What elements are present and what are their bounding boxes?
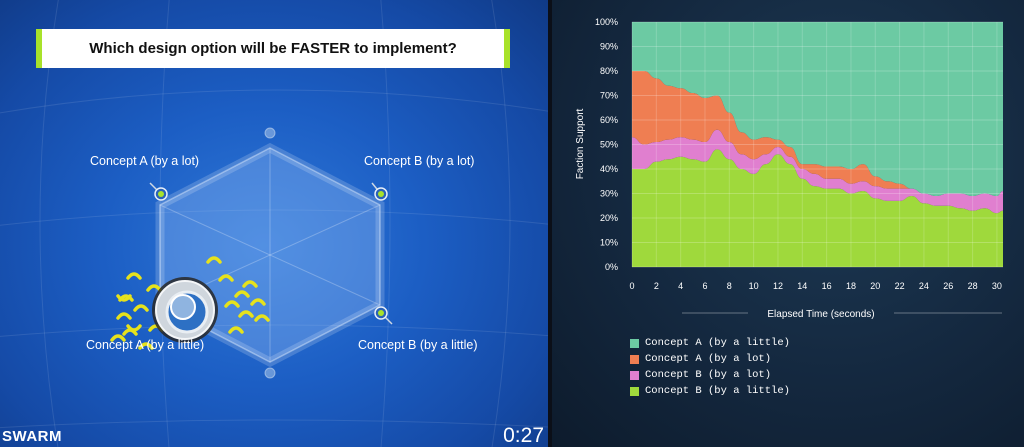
x-tick-label: 6: [702, 281, 707, 291]
x-tick-label: 28: [968, 281, 978, 291]
y-tick-label: 100%: [595, 17, 618, 27]
countdown-timer: 0:27: [503, 424, 544, 447]
question-bar: Which design option will be FASTER to im…: [36, 29, 510, 68]
y-tick-label: 30%: [600, 189, 618, 199]
answer-label-concept-b-by-a-little: Concept B (by a little): [358, 338, 478, 352]
area-series-concept-a-by-a-lot: [632, 71, 1003, 196]
x-tick-label: 4: [678, 281, 683, 291]
legend-label: Concept B (by a little): [645, 385, 790, 397]
y-tick-label: 80%: [600, 66, 618, 76]
legend-swatch: [630, 354, 639, 364]
x-tick-label: 10: [749, 281, 759, 291]
target-node-bottom-right: [374, 306, 393, 325]
y-tick-label: 10%: [600, 238, 618, 248]
target-node-top-right: [371, 182, 388, 201]
x-tick-label: 12: [773, 281, 783, 291]
area-series-concept-b-by-a-lot: [632, 129, 1003, 214]
legend-item: Concept B (by a lot): [630, 367, 790, 383]
x-tick-label: 26: [943, 281, 953, 291]
legend-swatch: [630, 386, 639, 396]
y-tick-label: 50%: [600, 140, 618, 150]
target-node-top-left: [149, 182, 168, 201]
legend-label: Concept A (by a little): [645, 337, 790, 349]
target-node-top: [264, 127, 276, 139]
chart-legend: Concept A (by a little) Concept A (by a l…: [630, 335, 790, 399]
question-text: Which design option will be FASTER to im…: [89, 40, 457, 57]
swarm-user-icon: [110, 256, 270, 350]
y-tick-label: 20%: [600, 213, 618, 223]
x-tick-label: 30: [992, 281, 1002, 291]
x-tick-label: 0: [629, 281, 634, 291]
panel-divider: [548, 0, 552, 447]
y-tick-label: 40%: [600, 164, 618, 174]
target-node-bottom: [264, 367, 276, 379]
area-series-concept-b-by-a-little: [632, 149, 1003, 267]
y-tick-label: 70%: [600, 91, 618, 101]
legend-swatch: [630, 370, 639, 380]
y-axis-title: Faction Support: [575, 108, 586, 179]
x-tick-label: 14: [797, 281, 807, 291]
answer-label-concept-b-by-a-lot: Concept B (by a lot): [364, 154, 475, 168]
area-series-concept-a-by-a-little: [632, 22, 1003, 196]
legend-item: Concept A (by a lot): [630, 351, 790, 367]
y-tick-label: 60%: [600, 115, 618, 125]
x-tick-label: 8: [727, 281, 732, 291]
x-tick-label: 16: [822, 281, 832, 291]
legend-item: Concept A (by a little): [630, 335, 790, 351]
x-tick-label: 24: [919, 281, 929, 291]
legend-swatch: [630, 338, 639, 348]
x-tick-label: 22: [895, 281, 905, 291]
puck-magnet-icon: [152, 277, 218, 343]
answer-label-concept-a-by-a-little: Concept A (by a little): [86, 338, 205, 352]
x-tick-label: 18: [846, 281, 856, 291]
answer-label-concept-a-by-a-lot: Concept A (by a lot): [90, 154, 200, 168]
x-tick-label: 20: [870, 281, 880, 291]
brand-logo: SWARM: [2, 428, 62, 445]
legend-label: Concept B (by a lot): [645, 369, 772, 381]
legend-label: Concept A (by a lot): [645, 353, 772, 365]
y-tick-label: 90%: [600, 42, 618, 52]
swarm-board: Which design option will be FASTER to im…: [0, 0, 548, 447]
y-tick-label: 0%: [605, 262, 618, 272]
x-axis-title: Elapsed Time (seconds): [767, 309, 874, 320]
x-tick-label: 2: [654, 281, 659, 291]
legend-item: Concept B (by a little): [630, 383, 790, 399]
